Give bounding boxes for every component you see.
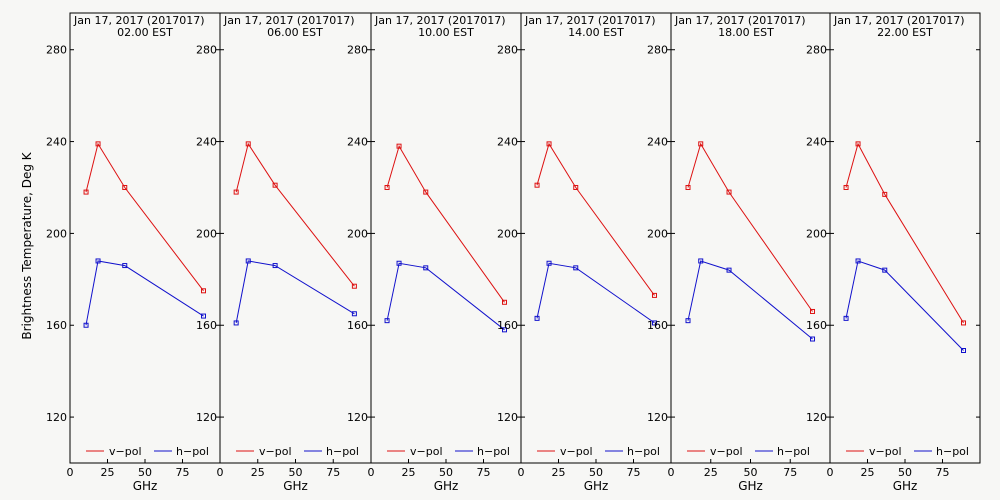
y-tick-label: 200 [46, 227, 67, 240]
y-tick-label: 120 [647, 411, 668, 424]
y-tick-label: 280 [46, 44, 67, 57]
y-tick-label: 280 [196, 44, 217, 57]
legend-label-v-pol: v−pol [109, 445, 142, 458]
legend-label-h-pol: h−pol [477, 445, 510, 458]
x-tick-label: 50 [744, 466, 758, 479]
x-tick-label: 25 [402, 466, 416, 479]
x-tick-label: 50 [439, 466, 453, 479]
y-tick-label: 280 [497, 44, 518, 57]
x-tick-label: 25 [552, 466, 566, 479]
x-tick-label: 0 [217, 466, 224, 479]
legend-label-v-pol: v−pol [710, 445, 743, 458]
panel-subtitle: 14.00 EST [568, 26, 624, 39]
x-tick-label: 50 [289, 466, 303, 479]
y-tick-label: 200 [196, 227, 217, 240]
x-tick-label: 0 [518, 466, 525, 479]
legend-label-h-pol: h−pol [176, 445, 209, 458]
y-tick-label: 240 [497, 136, 518, 149]
x-tick-label: 25 [861, 466, 875, 479]
x-tick-label: 0 [67, 466, 74, 479]
y-tick-label: 280 [347, 44, 368, 57]
x-tick-label: 75 [627, 466, 641, 479]
x-axis-label: GHz [133, 479, 158, 493]
y-tick-label: 120 [806, 411, 827, 424]
y-tick-label: 240 [806, 136, 827, 149]
y-tick-label: 160 [46, 319, 67, 332]
y-tick-label: 160 [806, 319, 827, 332]
y-tick-label: 240 [647, 136, 668, 149]
legend-label-h-pol: h−pol [936, 445, 969, 458]
y-tick-label: 240 [196, 136, 217, 149]
x-axis-label: GHz [738, 479, 763, 493]
x-tick-label: 25 [704, 466, 718, 479]
legend-label-v-pol: v−pol [869, 445, 902, 458]
legend-label-h-pol: h−pol [777, 445, 810, 458]
y-axis-label: Brightness Temperature, Deg K [20, 151, 34, 339]
y-tick-label: 200 [806, 227, 827, 240]
legend-label-h-pol: h−pol [627, 445, 660, 458]
y-tick-label: 160 [497, 319, 518, 332]
x-axis-label: GHz [434, 479, 459, 493]
x-tick-label: 50 [898, 466, 912, 479]
y-tick-label: 120 [196, 411, 217, 424]
x-tick-label: 25 [101, 466, 115, 479]
x-tick-label: 0 [668, 466, 675, 479]
y-tick-label: 200 [497, 227, 518, 240]
y-tick-label: 200 [347, 227, 368, 240]
y-tick-label: 160 [647, 319, 668, 332]
panel-subtitle: 22.00 EST [877, 26, 933, 39]
y-tick-label: 120 [46, 411, 67, 424]
y-tick-label: 120 [497, 411, 518, 424]
panel-subtitle: 02.00 EST [117, 26, 173, 39]
y-tick-label: 200 [647, 227, 668, 240]
legend-label-v-pol: v−pol [259, 445, 292, 458]
panel-subtitle: 18.00 EST [718, 26, 774, 39]
x-tick-label: 50 [138, 466, 152, 479]
legend-label-v-pol: v−pol [410, 445, 443, 458]
y-tick-label: 280 [647, 44, 668, 57]
legend-label-h-pol: h−pol [326, 445, 359, 458]
panel-subtitle: 06.00 EST [267, 26, 323, 39]
y-tick-label: 240 [46, 136, 67, 149]
y-tick-label: 240 [347, 136, 368, 149]
x-tick-label: 75 [326, 466, 340, 479]
x-tick-label: 75 [783, 466, 797, 479]
y-tick-label: 280 [806, 44, 827, 57]
x-axis-label: GHz [283, 479, 308, 493]
x-tick-label: 75 [477, 466, 491, 479]
x-tick-label: 75 [176, 466, 190, 479]
x-tick-label: 0 [368, 466, 375, 479]
x-tick-label: 50 [589, 466, 603, 479]
y-tick-label: 120 [347, 411, 368, 424]
y-tick-label: 160 [347, 319, 368, 332]
x-tick-label: 25 [251, 466, 265, 479]
x-tick-label: 0 [827, 466, 834, 479]
y-tick-label: 160 [196, 319, 217, 332]
x-tick-label: 75 [936, 466, 950, 479]
panel-subtitle: 10.00 EST [418, 26, 474, 39]
legend-label-v-pol: v−pol [560, 445, 593, 458]
x-axis-label: GHz [584, 479, 609, 493]
x-axis-label: GHz [893, 479, 918, 493]
